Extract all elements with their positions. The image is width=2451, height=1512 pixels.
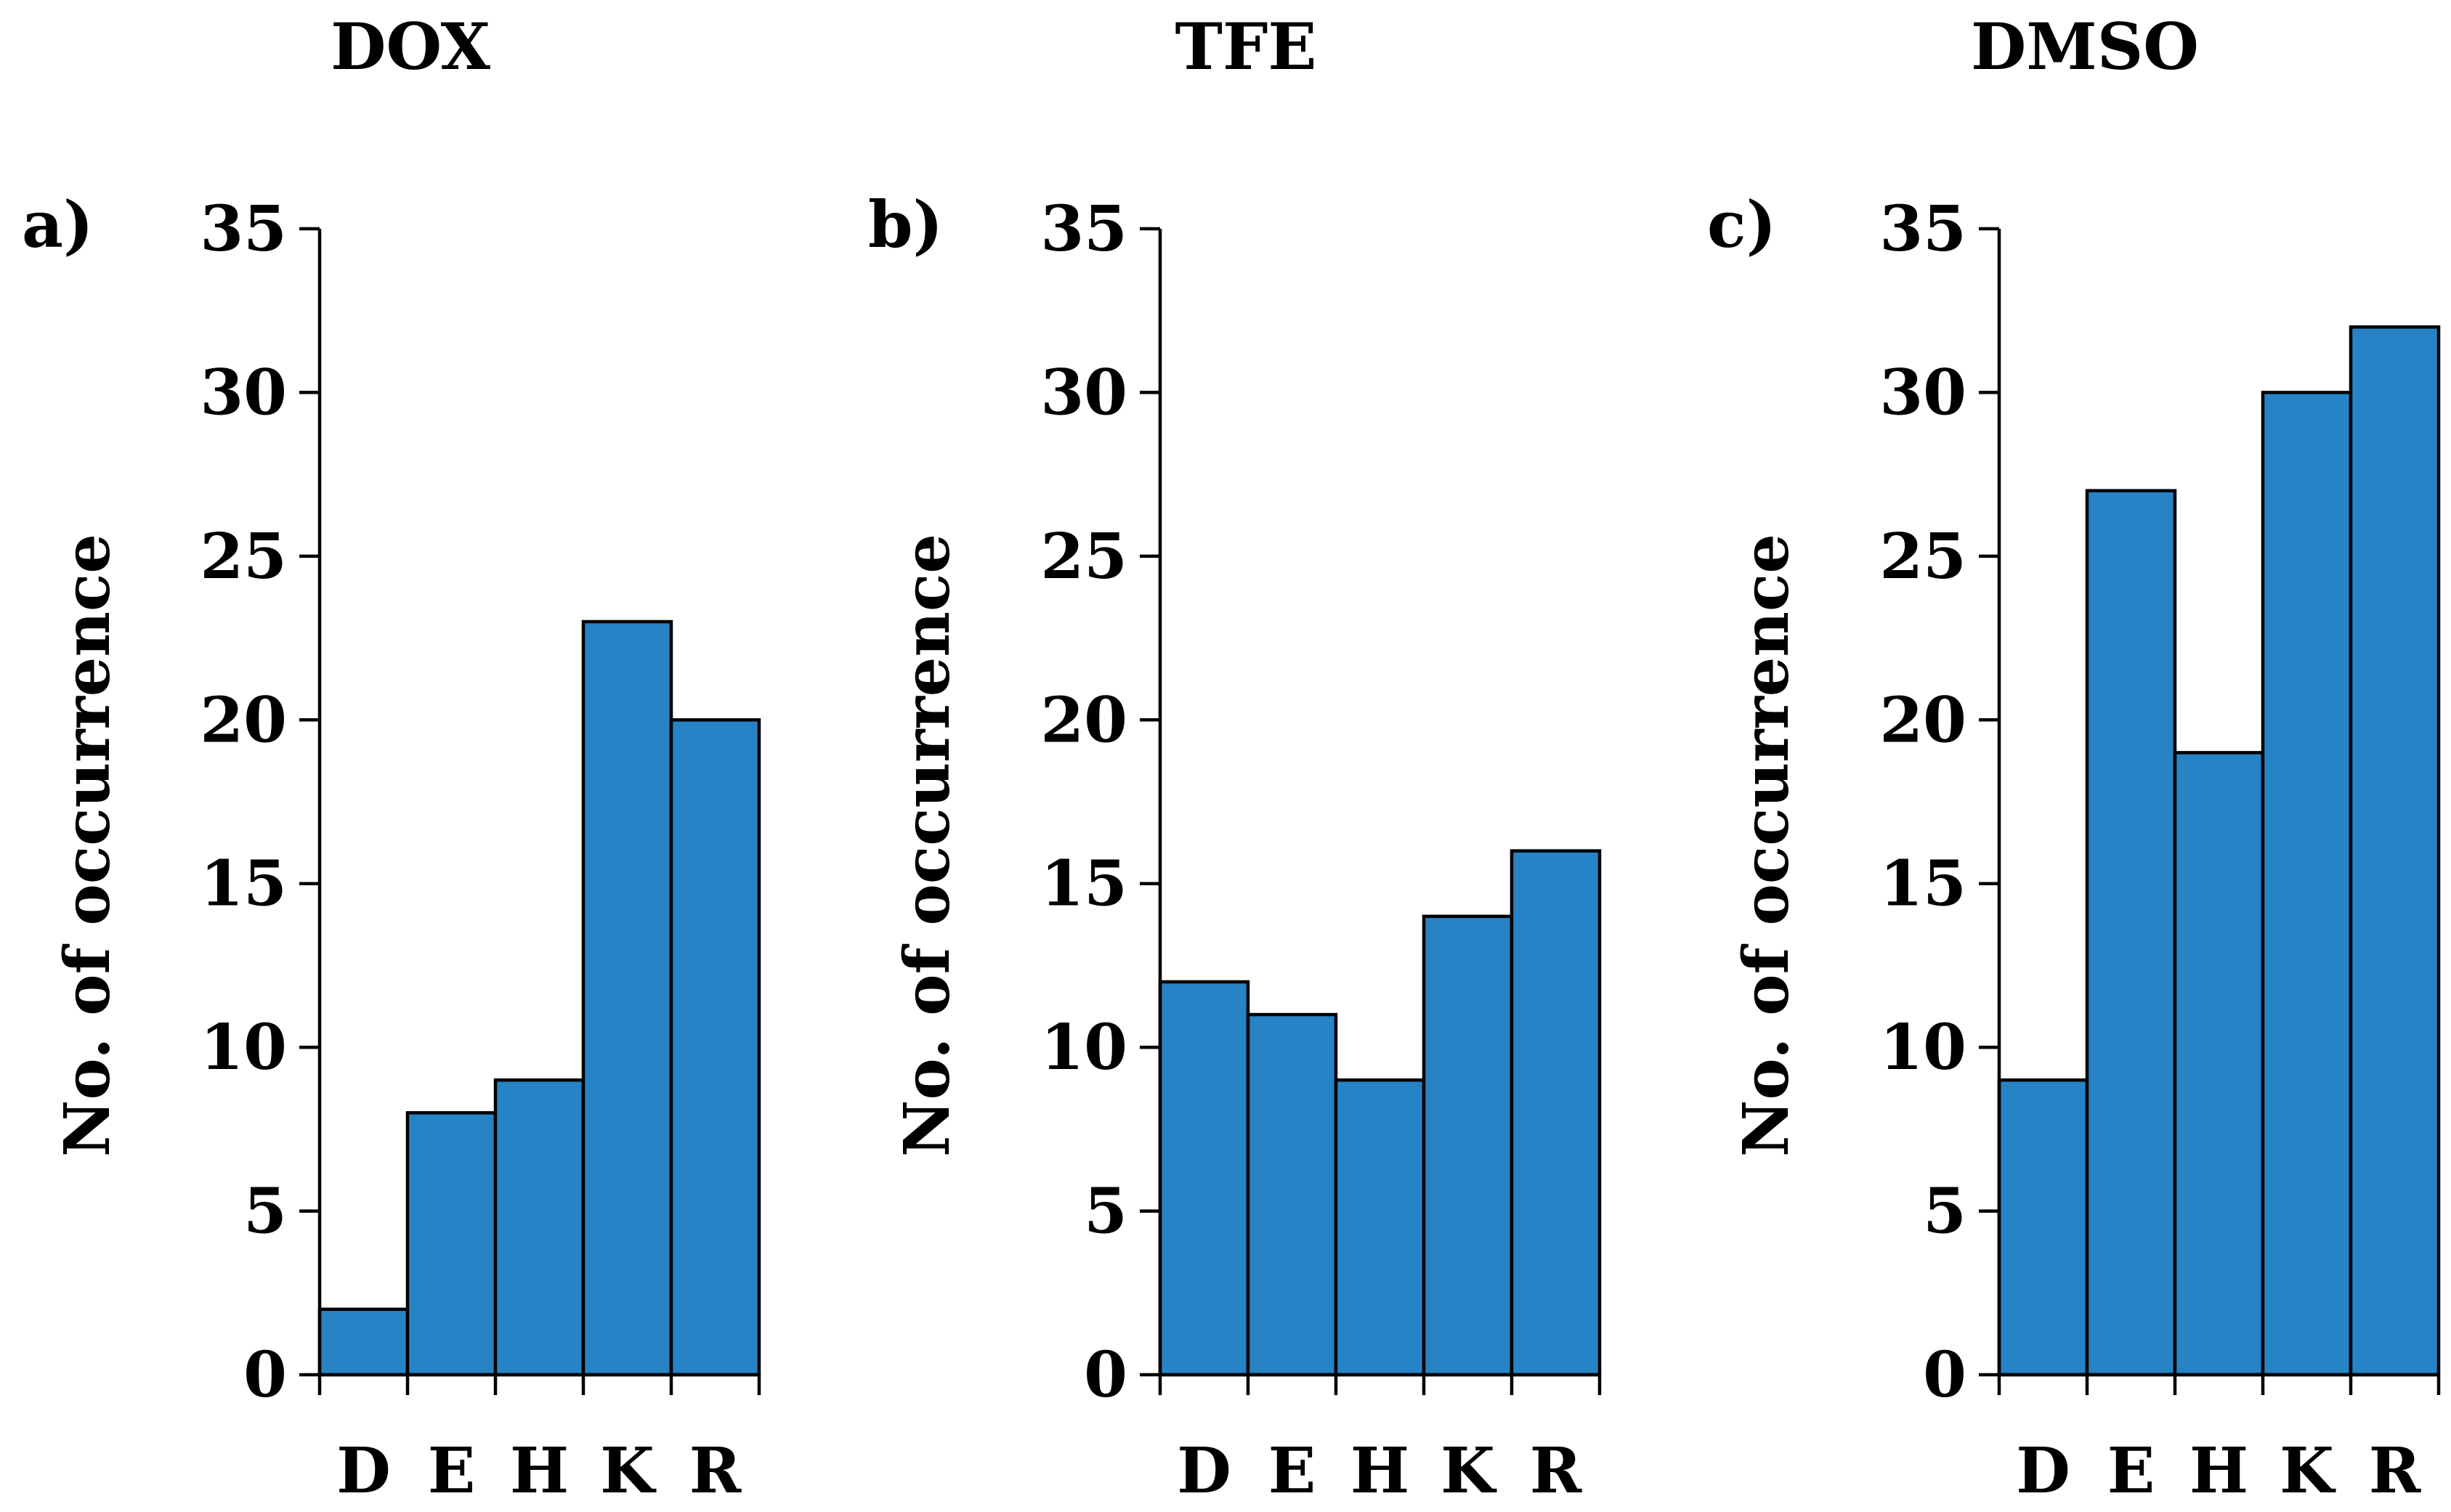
bar-D (1158, 980, 1250, 1377)
x-tick-label-H: H (2189, 1434, 2248, 1508)
x-tick-label-D: D (2016, 1434, 2070, 1508)
y-tick-label: 35 (200, 192, 287, 266)
chart-panel-3: DMSO c) No. of occurrence 0 5 10 15 20 25 30 35 D E H… (1707, 9, 2441, 1508)
bar-R (2349, 325, 2441, 1377)
x-tick-label-K: K (2280, 1434, 2336, 1508)
bar-K (1422, 914, 1514, 1377)
y-axis-label: No. of occurrence (1730, 534, 1803, 1157)
x-tick-label-E: E (428, 1434, 476, 1508)
y-axis-label: No. of occurrence (51, 534, 124, 1157)
y-tick-label: 25 (1879, 520, 1966, 593)
x-tick-label-K: K (1441, 1434, 1497, 1508)
x-tick-label-R: R (2369, 1434, 2421, 1508)
y-tick-label: 20 (200, 683, 287, 757)
y-tick-label: 20 (1040, 683, 1127, 757)
x-tick-label-K: K (600, 1434, 657, 1508)
y-tick-label: 10 (200, 1011, 287, 1084)
x-tick-label-H: H (1350, 1434, 1409, 1508)
x-tick-label-E: E (1268, 1434, 1316, 1508)
y-tick-label: 20 (1879, 683, 1966, 757)
x-tick-label-E: E (2107, 1434, 2155, 1508)
x-tick-label-R: R (689, 1434, 742, 1508)
bar-E (1246, 1012, 1338, 1377)
bar-R (669, 718, 761, 1377)
y-tick-label: 30 (200, 356, 287, 429)
bar-E (405, 1111, 498, 1377)
x-tick-label-H: H (510, 1434, 569, 1508)
bar-D (317, 1307, 410, 1377)
panel-label: a) (22, 187, 94, 262)
bar-H (2173, 751, 2265, 1377)
y-tick-label: 15 (1879, 848, 1966, 921)
y-tick-label: 10 (1040, 1011, 1127, 1084)
y-tick-label: 35 (1879, 192, 1966, 266)
y-tick-label: 15 (200, 848, 287, 921)
y-tick-label: 0 (1084, 1338, 1127, 1412)
y-tick-label: 15 (1040, 848, 1127, 921)
y-tick-label: 10 (1879, 1011, 1966, 1084)
chart-title: DOX (331, 9, 490, 84)
chart-title: DMSO (1971, 9, 2199, 84)
x-tick-label-D: D (336, 1434, 391, 1508)
bar-K (581, 619, 673, 1377)
y-tick-label: 5 (1084, 1175, 1127, 1248)
y-tick-label: 0 (243, 1338, 287, 1412)
x-tick-label-R: R (1530, 1434, 1582, 1508)
bar-H (493, 1078, 586, 1377)
y-tick-label: 25 (200, 520, 287, 593)
chart-panel-1: DOX a) No. of occurrence 0 5 10 15 20 25 30 35 D E H K… (22, 9, 761, 1508)
y-tick-label: 30 (1040, 356, 1127, 429)
bar-K (2261, 391, 2353, 1377)
panel-label: c) (1707, 187, 1776, 262)
chart-panel-2: TFE b) No. of occurrence 0 5 10 15 20 25 30 35 D E H K… (868, 9, 1602, 1508)
y-tick-label: 35 (1040, 192, 1127, 266)
bar-H (1334, 1078, 1426, 1377)
bar-D (1997, 1078, 2089, 1377)
bar-R (1510, 849, 1602, 1377)
y-tick-label: 0 (1923, 1338, 1966, 1412)
panel-label: b) (868, 187, 943, 262)
y-axis-label: No. of occurrence (891, 534, 964, 1157)
y-tick-label: 30 (1879, 356, 1966, 429)
y-tick-label: 5 (243, 1175, 287, 1248)
chart-title: TFE (1175, 9, 1316, 84)
y-tick-label: 5 (1923, 1175, 1966, 1248)
bar-E (2085, 489, 2177, 1377)
y-tick-label: 25 (1040, 520, 1127, 593)
x-tick-label-D: D (1177, 1434, 1231, 1508)
